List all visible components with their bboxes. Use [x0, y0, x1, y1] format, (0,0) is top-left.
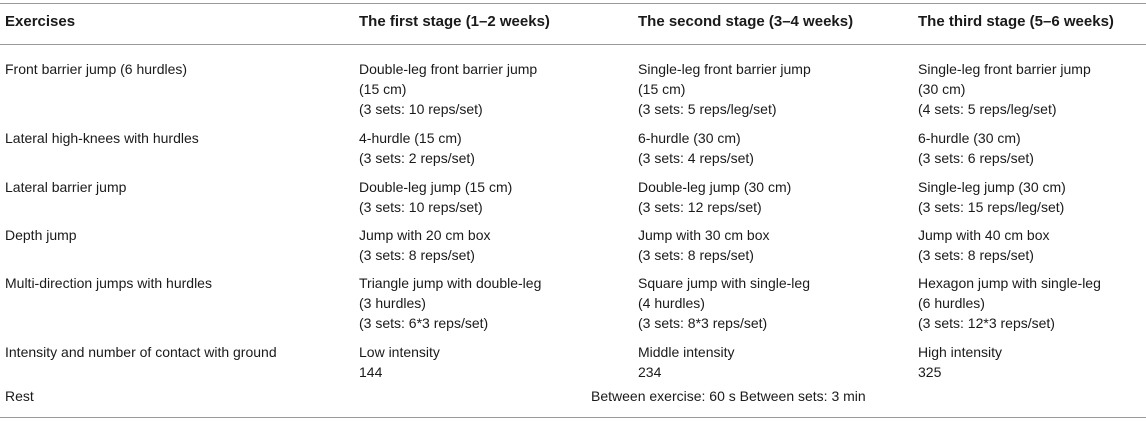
cell-line: Jump with 30 cm box [638, 227, 770, 243]
cell-line: Hexagon jump with single-leg [918, 275, 1101, 291]
cell-line: 325 [918, 364, 942, 380]
table-top-rule [0, 3, 1146, 4]
cell-line: Single-leg jump (30 cm) [918, 179, 1066, 195]
cell-line: (3 sets: 2 reps/set) [359, 150, 475, 166]
cell-line: (3 sets: 10 reps/set) [359, 199, 483, 215]
cell-line: (3 sets: 6 reps/set) [918, 150, 1034, 166]
cell-line: Middle intensity [638, 344, 735, 360]
cell-line: Square jump with single-leg [638, 275, 810, 291]
cell-line: (3 sets: 4 reps/set) [638, 150, 754, 166]
cell-line: 144 [359, 364, 383, 380]
stage3-cell: Single-leg front barrier jump (30 cm) (4 s… [918, 59, 1091, 119]
header-stage-3: The third stage (5–6 weeks) [918, 13, 1114, 30]
cell-line: (15 cm) [638, 81, 686, 97]
cell-line: Single-leg front barrier jump [918, 61, 1091, 77]
cell-line: (3 sets: 15 reps/leg/set) [918, 199, 1065, 215]
cell-line: (3 sets: 12*3 reps/set) [918, 315, 1055, 331]
cell-line: (4 sets: 5 reps/leg/set) [918, 101, 1057, 117]
stage1-cell: 4-hurdle (15 cm) (3 sets: 2 reps/set) [359, 128, 475, 168]
exercise-name: Lateral high-knees with hurdles [5, 130, 199, 146]
cell-line: Triangle jump with double-leg [359, 275, 542, 291]
cell-line: Low intensity [359, 344, 440, 360]
rest-value: Between exercise: 60 s Between sets: 3 m… [591, 388, 866, 404]
cell-line: (4 hurdles) [638, 295, 705, 311]
cell-line: (30 cm) [918, 81, 966, 97]
cell-line: Double-leg jump (15 cm) [359, 179, 513, 195]
cell-line: (3 hurdles) [359, 295, 426, 311]
cell-line: High intensity [918, 344, 1003, 360]
cell-line: (3 sets: 8 reps/set) [638, 247, 754, 263]
stage3-cell: Jump with 40 cm box (3 sets: 8 reps/set) [918, 225, 1050, 265]
cell-line: (3 sets: 6*3 reps/set) [359, 315, 489, 331]
stage1-cell: Jump with 20 cm box (3 sets: 8 reps/set) [359, 225, 491, 265]
cell-line: (15 cm) [359, 81, 407, 97]
stage2-cell: Square jump with single-leg (4 hurdles) (3… [638, 273, 810, 333]
stage1-cell: Triangle jump with double-leg (3 hurdles)… [359, 273, 541, 333]
cell-line: Single-leg front barrier jump [638, 61, 811, 77]
cell-line: (3 sets: 12 reps/set) [638, 199, 762, 215]
stage3-cell: 6-hurdle (30 cm) (3 sets: 6 reps/set) [918, 128, 1034, 168]
stage2-cell: Double-leg jump (30 cm) (3 sets: 12 reps/… [638, 177, 791, 217]
rest-label: Rest [5, 388, 34, 404]
stage3-cell: High intensity 325 [918, 342, 1002, 382]
cell-line: 234 [638, 364, 662, 380]
cell-line: 6-hurdle (30 cm) [918, 130, 1021, 146]
header-exercises: Exercises [5, 13, 76, 30]
stage1-cell: Double-leg jump (15 cm) (3 sets: 10 reps/… [359, 177, 512, 217]
cell-line: (3 sets: 5 reps/leg/set) [638, 101, 777, 117]
exercise-name: Front barrier jump (6 hurdles) [5, 61, 188, 77]
stage2-cell: Single-leg front barrier jump (15 cm) (3 s… [638, 59, 811, 119]
stage2-cell: 6-hurdle (30 cm) (3 sets: 4 reps/set) [638, 128, 754, 168]
header-stage-1: The first stage (1–2 weeks) [359, 13, 550, 30]
exercise-name: Lateral barrier jump [5, 179, 127, 195]
cell-line: Double-leg jump (30 cm) [638, 179, 792, 195]
stage3-cell: Hexagon jump with single-leg (6 hurdles) (… [918, 273, 1101, 333]
exercise-name: Intensity and number of contact with gro… [5, 344, 277, 360]
cell-line: 4-hurdle (15 cm) [359, 130, 462, 146]
stage1-cell: Low intensity 144 [359, 342, 440, 382]
cell-line: Double-leg front barrier jump [359, 61, 538, 77]
stage1-cell: Double-leg front barrier jump (15 cm) (3 s… [359, 59, 537, 119]
cell-line: 6-hurdle (30 cm) [638, 130, 741, 146]
cell-line: (6 hurdles) [918, 295, 985, 311]
cell-line: (3 sets: 8 reps/set) [359, 247, 475, 263]
exercise-name: Multi-direction jumps with hurdles [5, 275, 212, 291]
exercise-name: Depth jump [5, 227, 77, 243]
cell-line: Jump with 20 cm box [359, 227, 491, 243]
stage2-cell: Middle intensity 234 [638, 342, 735, 382]
cell-line: (3 sets: 8 reps/set) [918, 247, 1034, 263]
stage2-cell: Jump with 30 cm box (3 sets: 8 reps/set) [638, 225, 770, 265]
cell-line: Jump with 40 cm box [918, 227, 1050, 243]
stage3-cell: Single-leg jump (30 cm) (3 sets: 15 reps/… [918, 177, 1066, 217]
table-header-rule [0, 44, 1146, 45]
cell-line: (3 sets: 10 reps/set) [359, 101, 483, 117]
cell-line: (3 sets: 8*3 reps/set) [638, 315, 768, 331]
table-bottom-rule [0, 417, 1146, 418]
header-stage-2: The second stage (3–4 weeks) [638, 13, 854, 30]
